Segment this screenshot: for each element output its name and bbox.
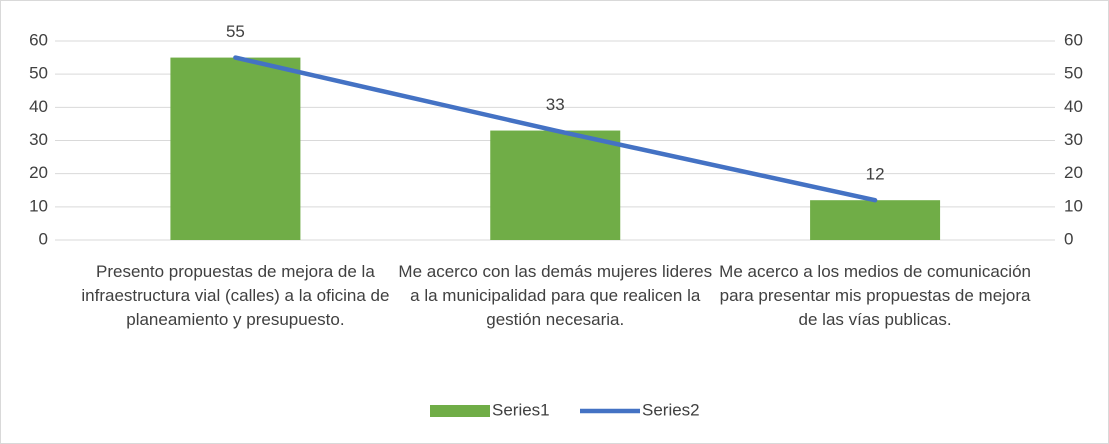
y-tick-label: 10 [29,196,48,215]
y-tick-label: 40 [29,97,48,116]
y-tick-label: 60 [29,30,48,49]
y-tick-label: 30 [29,130,48,149]
bar [810,200,941,240]
data-label: 12 [866,165,885,184]
legend-label: Series2 [642,400,700,419]
bar [490,130,621,240]
data-label: 33 [546,95,565,114]
x-tick-label: Presento propuestas de mejora de la infr… [81,262,390,329]
x-tick-label: Me acerco con las demás mujeres lideres … [398,262,713,329]
y2-tick-label: 60 [1064,30,1083,49]
bar [170,57,301,241]
y2-tick-label: 10 [1064,196,1083,215]
y2-tick-label: 40 [1064,97,1083,116]
y2-tick-label: 30 [1064,130,1083,149]
data-label: 55 [226,22,245,41]
y-tick-label: 0 [39,229,48,248]
line [233,55,878,203]
y2-tick-label: 20 [1064,163,1083,182]
y2-tick-label: 0 [1064,229,1073,248]
x-tick-label: Me acerco a los medios de comunicación p… [719,262,1031,329]
legend-swatch [430,405,490,417]
y-tick-label: 50 [29,64,48,83]
legend-label: Series1 [492,400,550,419]
y-tick-label: 20 [29,163,48,182]
y2-tick-label: 50 [1064,64,1083,83]
